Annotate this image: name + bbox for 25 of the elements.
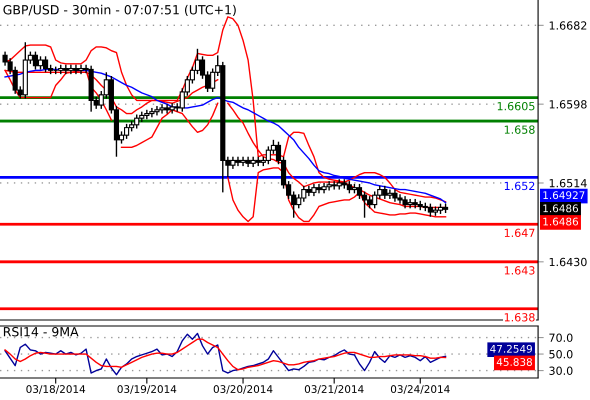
y-tick-label: 70.0 [549,334,572,342]
text: 1.6486 [543,218,578,226]
ref-line-label: 1.638 [504,313,535,322]
text: 45.838 [496,358,532,366]
y-tick-label: 1.6682 [550,21,586,30]
ref-line-label: 1.658 [504,125,535,134]
x-tick-label: 03/24/2014 [390,385,450,394]
ref-line-label: 1.6605 [498,102,534,110]
ref-line-label: 1.643 [504,266,534,275]
x-tick-label: 03/18/2014 [26,385,86,394]
y-tick-label: 1.6514 [550,178,587,188]
ref-line-label: 1.652 [504,182,534,190]
chart-title: RSI14 - 9MA [4,327,79,336]
text: 1.6486 [543,204,578,212]
text: 47.2549 [490,344,532,353]
ref-line-label: 1.647 [504,228,534,238]
x-tick-label: 03/21/2014 [304,385,364,394]
chart-title: GBP/USD - 30min - 07:07:51 (UTC+1) [3,4,236,16]
x-tick-label: 03/20/2014 [214,385,272,394]
y-tick-label: 30.0 [549,366,572,375]
y-tick-label: 50.0 [549,350,572,358]
x-tick-label: 03/19/2014 [118,385,176,394]
y-tick-label: 1.6598 [550,100,587,109]
text: 1.64927 [543,191,584,200]
y-tick-label: 1.6430 [550,258,587,266]
